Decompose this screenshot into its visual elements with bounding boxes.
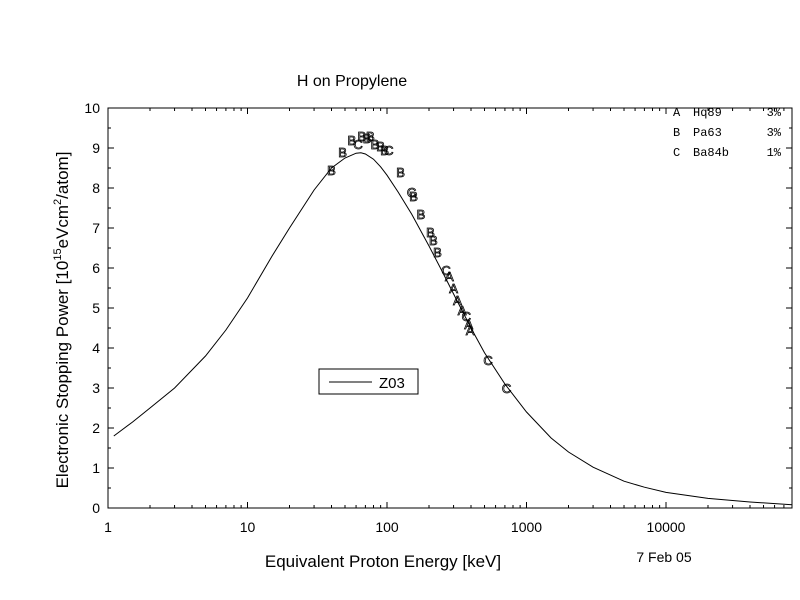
x-axis-ticks: 1 10 100 1000 10000: [104, 108, 793, 535]
data-point-a: A: [458, 303, 467, 318]
x-tick-label: 1000: [511, 519, 542, 535]
data-point-b: B: [376, 139, 385, 154]
data-point-c: C: [384, 143, 393, 158]
y-tick-label: 10: [84, 100, 100, 116]
plot-frame: [107, 107, 793, 509]
y-axis-label: Electronic Stopping Power [1015eVcm2/ato…: [52, 152, 72, 489]
dataset-letter: B: [673, 126, 680, 140]
dataset-legend-row: C Ba84b 1%: [673, 146, 782, 160]
data-point-a: A: [453, 293, 462, 308]
data-point-b: B: [366, 129, 375, 144]
y-tick-label: 2: [92, 420, 100, 436]
data-point-b: B: [380, 143, 389, 158]
data-point-b: B: [396, 165, 405, 180]
data-point-b: B: [433, 245, 442, 260]
data-point-c: C: [483, 353, 492, 368]
y-tick-label: 7: [92, 220, 100, 236]
data-point-a: A: [449, 281, 458, 296]
chart-title: H on Propylene: [297, 73, 407, 90]
x-tick-label: 10000: [647, 519, 686, 535]
dataset-uncertainty: 3%: [767, 106, 782, 120]
data-point-b: B: [409, 189, 418, 204]
z03-curve: [113, 152, 793, 506]
data-point-a: A: [466, 323, 475, 338]
data-point-b: B: [426, 225, 435, 240]
dataset-name: Hq89: [693, 106, 722, 120]
y-tick-label: 8: [92, 180, 100, 196]
data-point-c: C: [353, 137, 362, 152]
data-point-a: A: [464, 317, 473, 332]
y-tick-label: 5: [92, 300, 100, 316]
x-tick-label: 100: [375, 519, 399, 535]
y-tick-label: 9: [92, 140, 100, 156]
data-point-b: B: [348, 133, 357, 148]
data-point-b: B: [363, 131, 372, 146]
dataset-letter: C: [673, 146, 680, 160]
y-tick-label: 4: [92, 340, 100, 356]
data-point-c: C: [441, 263, 450, 278]
data-point-b: B: [417, 207, 426, 222]
y-axis-label-prefix: Electronic Stopping Power [10: [53, 261, 72, 489]
plot-border: [107, 107, 793, 509]
y-axis-label-suffix: /atom]: [53, 152, 72, 199]
y-axis-label-exponent: 15: [52, 248, 64, 260]
data-point-b: B: [357, 129, 366, 144]
dataset-name: Pa63: [693, 126, 722, 140]
data-point-b: B: [429, 233, 438, 248]
y-axis-label-square: 2: [52, 199, 64, 205]
date-stamp: 7 Feb 05: [636, 549, 691, 565]
data-point-c: C: [502, 381, 511, 396]
y-tick-label: 3: [92, 380, 100, 396]
dataset-legend-row: A Hq89 3%: [673, 106, 782, 120]
data-point-b: B: [371, 137, 380, 152]
x-axis-label: Equivalent Proton Energy [keV]: [265, 552, 501, 571]
legend: Z03: [318, 368, 419, 395]
y-axis-ticks: 0 1 2 3 4 5 6 7 8 9 10: [84, 100, 792, 516]
legend-label: Z03: [379, 375, 405, 392]
x-tick-label: 1: [104, 519, 112, 535]
dataset-letter: A: [673, 106, 681, 120]
data-point-c: C: [407, 185, 416, 200]
x-tick-label: 10: [240, 519, 256, 535]
data-point-c: C: [462, 309, 471, 324]
data-point-a: A: [445, 269, 454, 284]
y-tick-label: 6: [92, 260, 100, 276]
curve-layer: [113, 152, 793, 506]
data-point-b: B: [338, 145, 347, 160]
y-axis-label-unit: eVcm: [53, 205, 72, 248]
dataset-legend: A Hq89 3% B Pa63 3% C Ba84b 1%: [673, 106, 782, 160]
y-tick-label: 1: [92, 460, 100, 476]
dataset-legend-row: B Pa63 3%: [673, 126, 782, 140]
dataset-uncertainty: 1%: [767, 146, 782, 160]
dataset-name: Ba84b: [693, 146, 729, 160]
y-tick-label: 0: [92, 500, 100, 516]
data-point-b: B: [327, 163, 336, 178]
dataset-uncertainty: 3%: [767, 126, 782, 140]
